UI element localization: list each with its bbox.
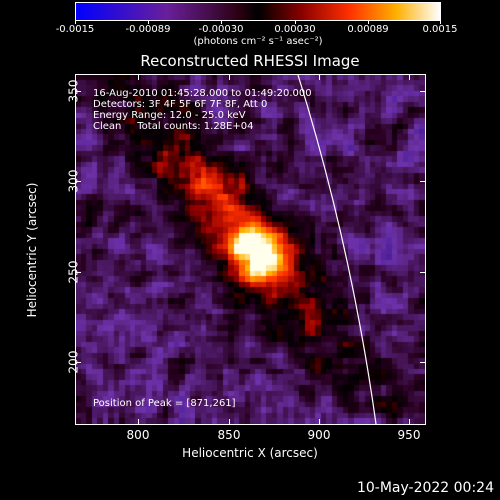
x-axis-label: Heliocentric X (arcsec): [182, 446, 318, 460]
colorbar-tick: [221, 20, 222, 24]
x-tick-mark: [409, 74, 410, 80]
clean-counts-text: Clean Total counts: 1.28E+04: [93, 121, 254, 132]
x-tick-label: 850: [217, 428, 241, 442]
colorbar-tick: [148, 20, 149, 24]
colorbar-tick-label: -0.00030: [198, 24, 244, 35]
x-tick-label: 950: [397, 428, 421, 442]
colorbar-tick-label: -0.0015: [55, 24, 95, 35]
colorbar-tick: [295, 20, 296, 24]
x-tick-mark: [319, 419, 320, 425]
x-tick-mark: [319, 74, 320, 80]
y-tick-label: 250: [66, 260, 81, 284]
x-tick-mark: [138, 74, 139, 80]
colorbar-gradient: [76, 3, 440, 20]
colorbar: [75, 2, 441, 21]
y-tick-label: 200: [66, 350, 81, 374]
y-tick-label: 350: [66, 79, 81, 103]
y-tick-mark: [420, 362, 426, 363]
y-tick-mark: [75, 362, 81, 363]
y-tick-mark: [75, 181, 81, 182]
energy-range-text: Energy Range: 12.0 - 25.0 keV: [93, 110, 246, 121]
solar-limb-line: [297, 75, 377, 424]
x-tick-mark: [229, 419, 230, 425]
colorbar-tick: [368, 20, 369, 24]
colorbar-tick-label: 0.00089: [347, 24, 389, 35]
y-tick-mark: [75, 272, 81, 273]
y-axis-label: Heliocentric Y (arcsec): [25, 182, 39, 318]
y-tick-label: 300: [66, 169, 81, 193]
image-plot: 16-Aug-2010 01:45:28.000 to 01:49:20.000…: [75, 74, 426, 425]
colorbar-tick-label: 0.0015: [422, 24, 458, 35]
colorbar-units: (photons cm⁻² s⁻¹ asec⁻²): [193, 36, 323, 47]
x-tick-mark: [229, 74, 230, 80]
y-tick-mark: [420, 91, 426, 92]
colorbar-tick-label: 0.00030: [274, 24, 316, 35]
x-tick-mark: [409, 419, 410, 425]
detectors-text: Detectors: 3F 4F 5F 6F 7F 8F, Att 0: [93, 99, 268, 110]
plot-title: Reconstructed RHESSI Image: [140, 52, 360, 70]
time-range-text: 16-Aug-2010 01:45:28.000 to 01:49:20.000: [93, 88, 312, 99]
x-tick-mark: [138, 419, 139, 425]
y-tick-mark: [420, 272, 426, 273]
x-tick-label: 900: [307, 428, 331, 442]
y-tick-mark: [75, 91, 81, 92]
timestamp: 10-May-2022 00:24: [356, 480, 494, 496]
peak-position-text: Position of Peak = [871,261]: [93, 398, 236, 409]
colorbar-tick-label: -0.00089: [125, 24, 171, 35]
colorbar-tick: [440, 20, 441, 24]
x-tick-label: 800: [126, 428, 150, 442]
y-tick-mark: [420, 181, 426, 182]
colorbar-tick: [75, 20, 76, 24]
